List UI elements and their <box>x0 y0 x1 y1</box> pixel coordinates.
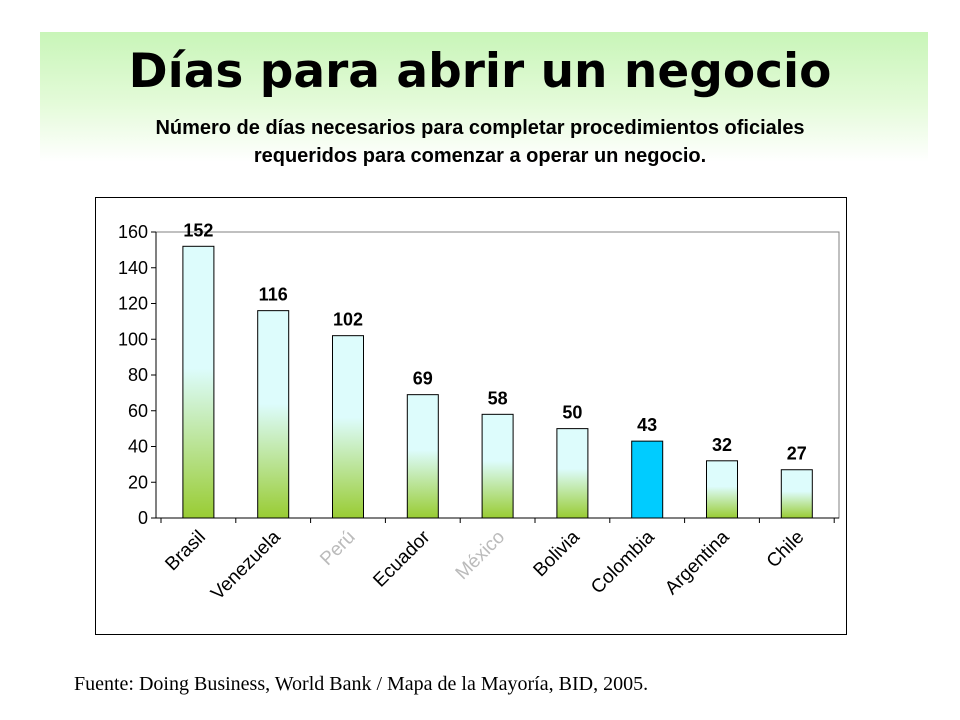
category-label: Colombia <box>587 526 659 598</box>
data-label: 27 <box>787 444 807 464</box>
bar-perú <box>332 335 364 519</box>
category-label: Ecuador <box>369 526 434 591</box>
bar-chart: 0 20 40 60 80 100 120 140 160 152 Brasil 116 Venezue… <box>118 220 840 604</box>
chart-title: Días para abrir un negocio <box>128 44 832 99</box>
y-tick-label: 120 <box>118 294 148 314</box>
category-label: Brasil <box>161 527 209 575</box>
category-label: Bolivia <box>529 526 584 581</box>
y-tick-label: 20 <box>128 472 148 492</box>
category-label: Venezuela <box>207 526 285 604</box>
y-tick-label: 40 <box>128 437 148 457</box>
bar-colombia <box>631 440 664 519</box>
title-banner <box>40 32 928 162</box>
chart-frame: 0 20 40 60 80 100 120 140 160 152 Brasil 116 Venezue… <box>95 197 847 635</box>
category-label: Argentina <box>661 526 734 599</box>
data-label: 152 <box>183 220 213 240</box>
chart-subtitle: Número de días necesarios para completar… <box>80 114 880 170</box>
subtitle-line-2: requeridos para comenzar a operar un neg… <box>253 145 707 167</box>
data-label: 32 <box>712 435 732 455</box>
data-label: 43 <box>637 415 657 435</box>
category-label: México <box>452 527 509 584</box>
bar-ecuador <box>406 394 439 519</box>
bar-brasil <box>182 245 215 519</box>
category-label: Perú <box>316 527 359 570</box>
y-tick-label: 60 <box>128 401 148 421</box>
bar-méxico <box>481 413 514 519</box>
y-tick-label: 160 <box>118 222 148 242</box>
y-tick-label: 100 <box>118 329 148 349</box>
data-label: 69 <box>413 369 433 389</box>
data-label: 58 <box>488 388 508 408</box>
y-tick-label: 140 <box>118 258 148 278</box>
data-label: 50 <box>562 403 582 423</box>
y-tick-label: 80 <box>128 365 148 385</box>
category-label: Chile <box>763 527 808 572</box>
data-label: 116 <box>259 285 288 305</box>
bar-venezuela <box>257 310 290 519</box>
bar-bolivia <box>556 428 589 519</box>
bar-chile <box>780 469 813 519</box>
bar-argentina <box>706 460 738 519</box>
source-note: Fuente: Doing Business, World Bank / Map… <box>74 673 649 695</box>
y-tick-label: 0 <box>138 508 148 528</box>
subtitle-line-1: Número de días necesarios para completar… <box>155 117 805 139</box>
data-label: 102 <box>333 310 363 330</box>
